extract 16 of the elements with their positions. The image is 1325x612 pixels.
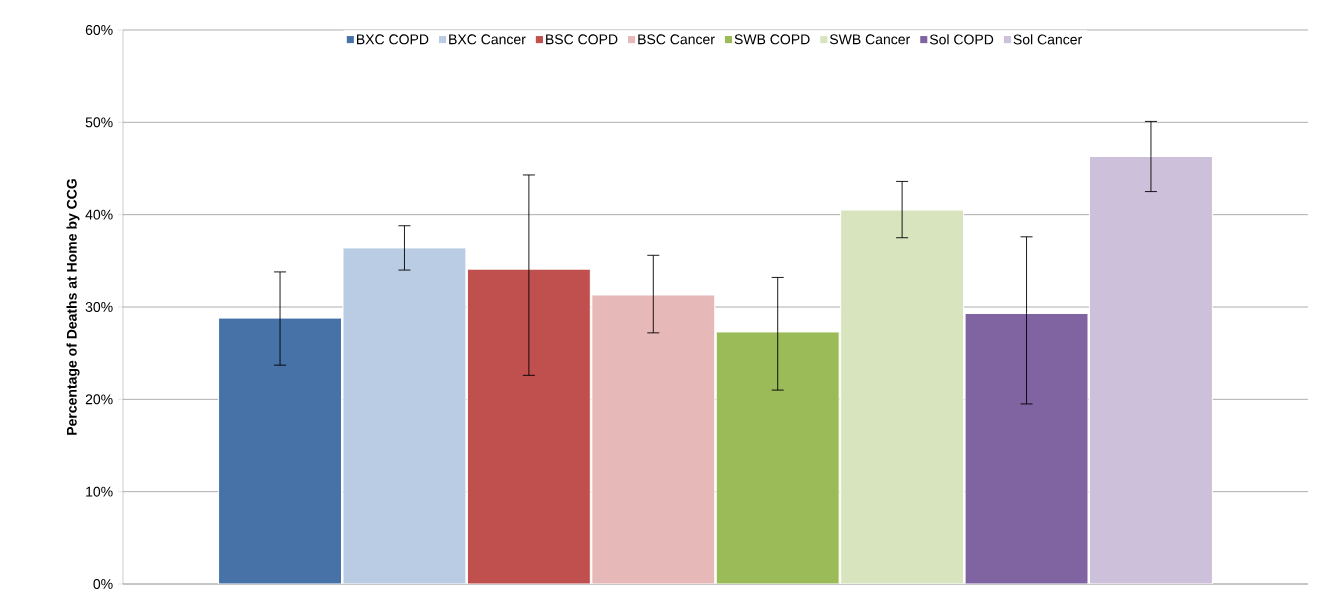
y-tick-label: 10%	[86, 486, 113, 497]
legend-label: BXC Cancer	[449, 34, 526, 45]
y-tick-label: 20%	[85, 394, 113, 405]
y-tick-label: 30%	[85, 302, 113, 312]
y-tick-label: 40%	[85, 209, 113, 220]
legend-label: Sol Cancer	[1013, 34, 1082, 45]
legend-label: SWB Cancer	[829, 34, 910, 45]
y-tick-label: 50%	[85, 117, 113, 128]
legend-label: Sol COPD	[929, 34, 994, 45]
legend-label: SWB COPD	[734, 34, 810, 45]
legend-label: BSC Cancer	[638, 34, 715, 45]
y-tick-label: 60%	[85, 25, 113, 35]
y-tick-label: 0%	[93, 579, 113, 589]
legend-label: BXC COPD	[357, 34, 429, 45]
legend-label: BSC COPD	[546, 34, 618, 45]
y-axis-title: Percentage of Deaths at Home by CCG	[66, 179, 80, 435]
